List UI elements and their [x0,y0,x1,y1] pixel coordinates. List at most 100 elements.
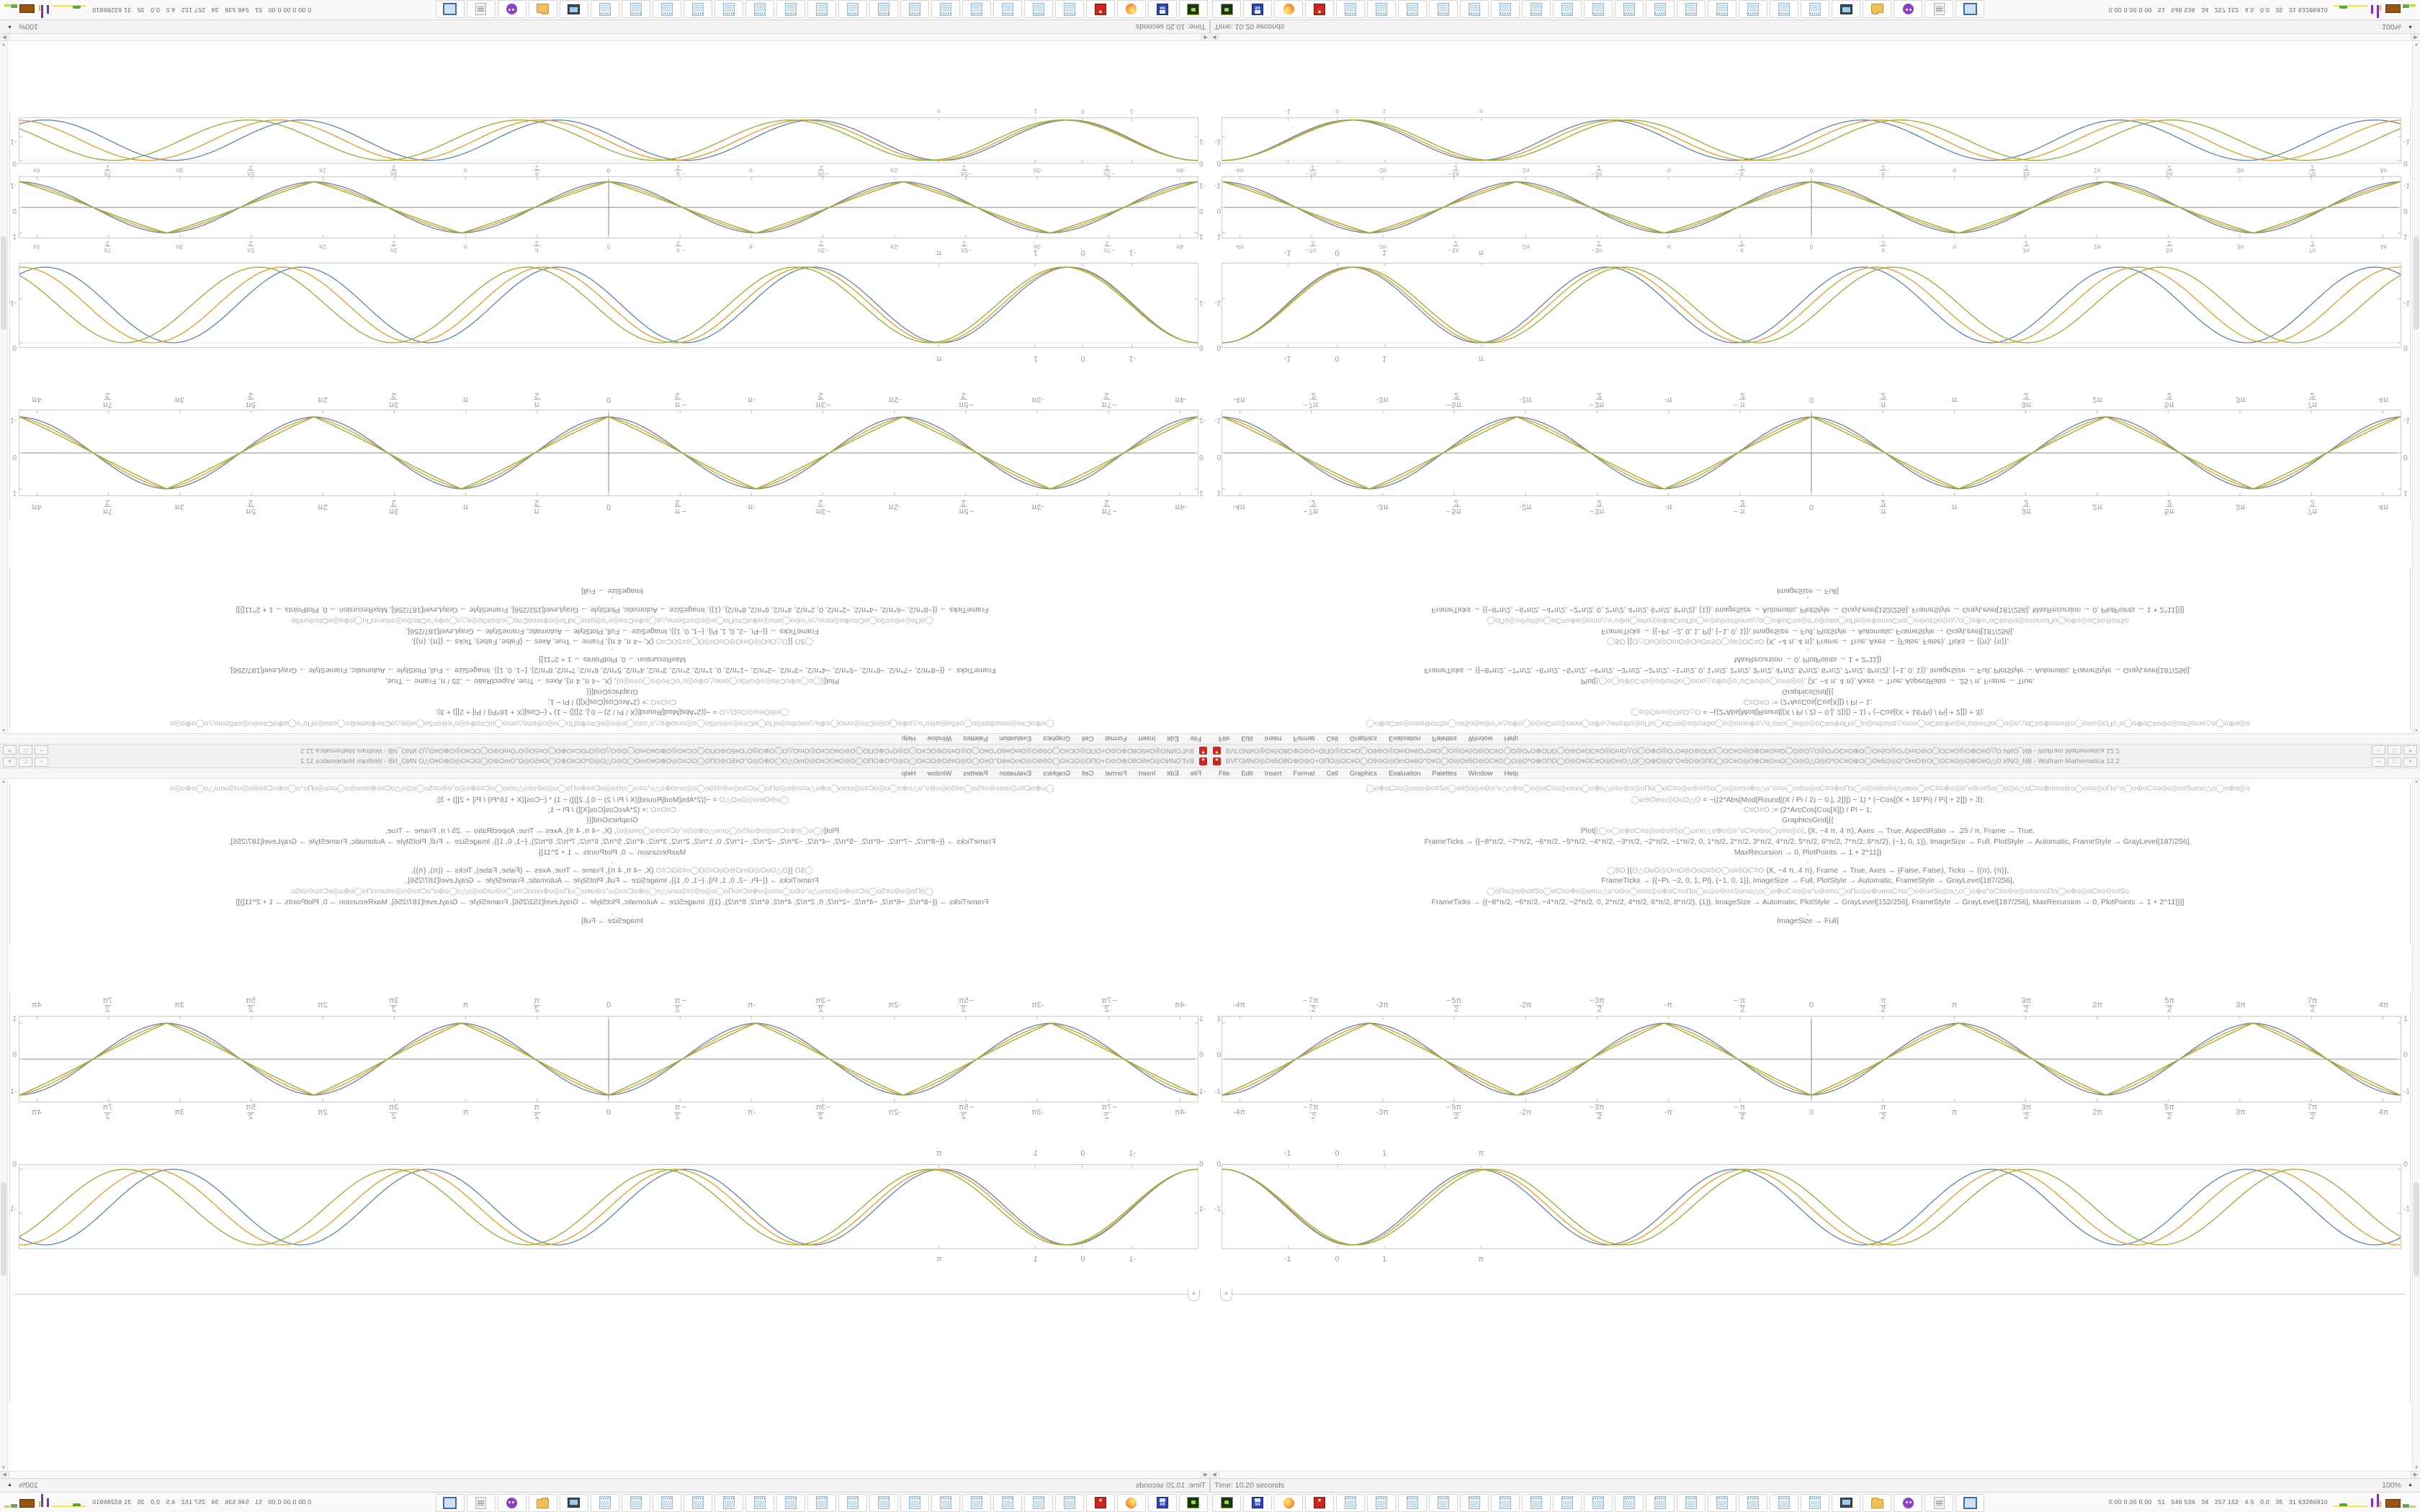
taskbar-button-folder[interactable] [529,1493,557,1512]
menu-item-help[interactable]: Help [1504,769,1518,778]
vertical-scroll-thumb[interactable] [1,236,6,330]
taskbar-button-ff[interactable] [1274,0,1303,19]
taskbar-button-note[interactable] [684,1493,712,1512]
taskbar-button-note[interactable] [776,0,805,19]
menu-item-palettes[interactable]: Palettes [963,734,988,743]
taskbar-button-note[interactable] [1055,1493,1084,1512]
close-button[interactable]: × [3,745,17,755]
cell-bracket-output[interactable] [2410,110,2411,521]
vertical-scrollbar[interactable]: ▲ ▼ [0,779,8,1471]
code-line[interactable]: Plot[{◯o◯o⊕oC≡o◎o⊖o≡5o◯omo△o⊕o◎o°oC≡o⊖o◯… [1210,677,2406,685]
cell-bracket-output[interactable] [2410,991,2411,1402]
code-line[interactable]: ◯$O [{O△OoO◎OmO⊖OoO≡5O◯o≡5OC≡O {X, −4 π,… [1210,637,2406,646]
code-line[interactable]: ImageSize → Full] [1210,917,2406,925]
taskbar-button-note[interactable] [869,0,898,19]
menu-item-evaluation[interactable]: Evaluation [999,734,1032,743]
code-line[interactable]: ◯o⊕oC≡o◎omo⊖o≡5o◯o≡5o◎o⊖o°o△o⊕o◯o◎oC≡o◎o… [1210,719,2406,728]
menu-item-graphics[interactable]: Graphics [1349,734,1377,743]
taskbar-button-folder[interactable] [529,0,557,19]
taskbar-button-note[interactable] [1429,1493,1458,1512]
horizontal-scrollbar[interactable]: ◀ ▶ [0,33,1210,41]
taskbar-button-note[interactable] [900,0,929,19]
cell-bracket-code[interactable] [2410,783,2411,945]
taskbar-button-gear[interactable]: * [1305,1493,1334,1512]
taskbar-button-purple[interactable] [498,0,526,19]
taskbar-button-note[interactable] [931,1493,960,1512]
taskbar-button-gear[interactable]: * [1086,0,1115,19]
taskbar-button-note[interactable] [1801,0,1829,19]
code-line[interactable]: Plot[{◯o◯o⊕oC≡o◎o⊖o≡5o◯omo△o⊕o◎o°oC≡o⊖o◯… [14,827,1210,835]
code-line[interactable]: ImageSize → Full] [1210,587,2406,595]
insert-cell-plus-button[interactable]: + [1188,1289,1200,1301]
taskbar-button-note[interactable] [1553,1493,1582,1512]
taskbar-button-note[interactable] [1801,1493,1829,1512]
taskbar-button-vm[interactable] [1212,0,1241,19]
close-button[interactable]: × [3,757,17,767]
notebook-content[interactable]: ◯o⊕oC≡o◎omo⊖o≡5o◯o≡5o◎o⊖o°o△o⊕o◯o◎oC≡o◎o… [1210,779,2420,1471]
insert-cell-rule[interactable]: + [14,1288,1200,1301]
taskbar-button-note[interactable] [1708,0,1736,19]
code-line[interactable]: FrameTicks → {{−8*π/2, −6*π/2, −4*π/2, −… [14,606,1210,614]
restore-button[interactable]: □ [2388,745,2401,755]
taskbar-button-note[interactable] [993,0,1022,19]
taskbar-button-note[interactable] [1055,0,1084,19]
taskbar-button-note[interactable] [1770,1493,1798,1512]
taskbar-button-note[interactable] [776,1493,805,1512]
taskbar-button-note[interactable] [1491,1493,1520,1512]
restore-button[interactable]: □ [19,757,32,767]
taskbar-button-ff[interactable] [1117,0,1146,19]
code-line[interactable]: , [1210,647,2406,656]
taskbar-button-scroll[interactable] [1924,0,1953,19]
magnification-arrow-icon[interactable]: ▲ [7,24,12,30]
taskbar-button-note[interactable] [714,0,743,19]
taskbar-button-note[interactable] [653,0,681,19]
code-line[interactable]: , [14,908,1210,917]
menu-item-edit[interactable]: Edit [1167,734,1179,743]
taskbar-button-note[interactable] [1646,1493,1675,1512]
magnification-arrow-icon[interactable]: ▲ [2408,24,2413,30]
menu-item-window[interactable]: Window [1468,734,1493,743]
vertical-scrollbar[interactable]: ▲ ▼ [2412,41,2420,733]
taskbar-button-vm[interactable] [1212,1493,1241,1512]
code-line[interactable]: , [14,595,1210,604]
notebook-content[interactable]: ◯o⊕oC≡o◎omo⊖o≡5o◯o≡5o◎o⊖o°o△o⊕o◯o◎oC≡o◎o… [0,779,1210,1471]
code-line[interactable]: FrameTicks → {{−Pi, −2, 0, 1, Pi}, {−1, … [1210,627,2406,636]
menu-item-graphics[interactable]: Graphics [1349,769,1377,778]
menu-item-file[interactable]: File [1190,734,1201,743]
menu-item-palettes[interactable]: Palettes [1432,734,1457,743]
taskbar-button-scroll[interactable] [467,0,496,19]
taskbar-button-note[interactable] [1460,0,1489,19]
taskbar-button-window[interactable] [1955,0,1984,19]
minimize-button[interactable]: – [2372,757,2385,767]
menu-item-window[interactable]: Window [927,769,952,778]
taskbar-button-note[interactable] [1491,0,1520,19]
scroll-down-icon[interactable]: ▼ [2414,42,2419,46]
menu-item-edit[interactable]: Edit [1241,734,1253,743]
taskbar-button-note[interactable] [1615,1493,1644,1512]
taskbar-button-note[interactable] [1770,0,1798,19]
taskbar-button-note[interactable] [1460,1493,1489,1512]
taskbar-button-note[interactable] [1429,0,1458,19]
cell-bracket-output[interactable] [9,110,10,521]
taskbar-button-note[interactable] [1367,0,1396,19]
menu-item-evaluation[interactable]: Evaluation [1388,734,1421,743]
taskbar-button-window[interactable] [1955,1493,1984,1512]
code-line[interactable]: ◯o⊖Omo◎OoO△O = −((2*Abs[Mod[Round[(X / P… [14,796,1210,804]
cell-bracket-code[interactable] [9,783,10,945]
minimize-button[interactable]: – [35,745,48,755]
magnification-control[interactable]: 100% [19,1481,38,1490]
taskbar-button-note[interactable] [745,1493,774,1512]
code-line[interactable]: , [14,856,1210,865]
taskbar-button-note[interactable] [1024,0,1053,19]
taskbar-button-note[interactable] [807,1493,836,1512]
taskbar-button-note[interactable] [1367,1493,1396,1512]
magnification-arrow-icon[interactable]: ▲ [7,1482,12,1488]
code-line[interactable]: ◯o⊖Omo◎OoO△O = −((2*Abs[Mod[Round[(X / P… [1210,796,2406,804]
scroll-right-icon[interactable]: ▶ [2411,33,2420,40]
vertical-scroll-thumb[interactable] [2414,1182,2419,1276]
taskbar-button-note[interactable] [1615,0,1644,19]
menu-item-file[interactable]: File [1219,734,1230,743]
taskbar-button-note[interactable] [869,1493,898,1512]
menu-item-help[interactable]: Help [902,734,916,743]
code-line[interactable]: MaxRecursion → 0, PlotPoints → 1 + 2^11]… [14,655,1210,664]
